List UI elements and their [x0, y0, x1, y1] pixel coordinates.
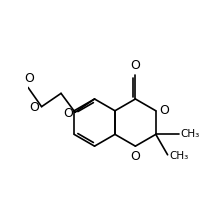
Text: CH₃: CH₃: [181, 129, 200, 139]
Text: O: O: [159, 103, 169, 117]
Text: O: O: [130, 60, 140, 72]
Text: O: O: [29, 101, 39, 114]
Text: O: O: [24, 72, 34, 85]
Text: O: O: [63, 107, 73, 120]
Text: O: O: [130, 150, 140, 163]
Text: CH₃: CH₃: [169, 151, 188, 161]
